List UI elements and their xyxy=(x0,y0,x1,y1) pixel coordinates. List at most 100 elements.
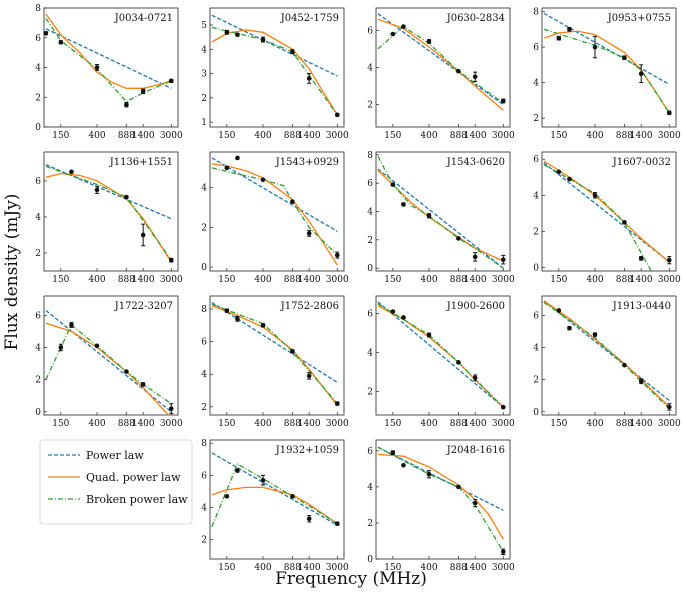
x-tick-label: 1400 xyxy=(132,275,155,285)
y-tick-label: 2 xyxy=(35,93,41,103)
x-tick-label: 150 xyxy=(52,275,69,285)
data-point xyxy=(401,315,406,320)
legend-label-power: Power law xyxy=(86,449,144,462)
y-tick-label: 6 xyxy=(201,338,207,348)
x-tick-label: 150 xyxy=(384,563,401,573)
x-tick-label: 3000 xyxy=(658,275,681,285)
panel-title: J1722-3207 xyxy=(114,301,173,312)
data-point xyxy=(306,516,312,522)
y-tick-label: 6 xyxy=(35,177,41,187)
x-tick-label: 888 xyxy=(616,131,633,141)
data-point xyxy=(235,155,240,161)
y-tick-label: 4 xyxy=(201,504,207,514)
curve-power xyxy=(45,28,172,89)
x-tick-label: 400 xyxy=(254,131,271,141)
data-point xyxy=(622,220,627,225)
data-point xyxy=(94,65,100,70)
model-curves xyxy=(211,452,338,528)
model-curves xyxy=(377,13,504,111)
panel-title: J1752-2806 xyxy=(280,301,339,312)
y-tick-label: 8 xyxy=(367,151,373,161)
y-tick-label: 6 xyxy=(533,155,539,165)
data-point xyxy=(638,71,644,77)
y-tick-label: 6 xyxy=(367,26,373,36)
x-tick-label: 150 xyxy=(384,131,401,141)
data-point xyxy=(666,404,672,410)
panel-title: J2048-1616 xyxy=(446,445,505,456)
x-tick-label: 1400 xyxy=(630,275,653,285)
curve-quad xyxy=(377,453,504,540)
data-point xyxy=(140,89,146,94)
x-tick-label: 3000 xyxy=(326,275,349,285)
data-point xyxy=(334,112,340,118)
x-tick-label: 150 xyxy=(52,419,69,429)
data-point xyxy=(334,401,340,406)
y-tick-label: 0 xyxy=(533,263,539,273)
legend-frame xyxy=(39,439,193,525)
data-point xyxy=(306,373,312,379)
y-tick-label: 4 xyxy=(533,343,539,353)
y-tick-label: 2 xyxy=(201,94,207,104)
data-point xyxy=(556,308,562,313)
legend-label-quad: Quad. power law xyxy=(86,471,181,484)
data-point xyxy=(567,176,572,182)
curve-power xyxy=(211,14,338,77)
data-point xyxy=(168,406,174,411)
x-tick-label: 1400 xyxy=(464,275,487,285)
x-tick-label: 400 xyxy=(88,419,105,429)
y-tick-label: 2 xyxy=(367,388,373,398)
data-point xyxy=(472,254,478,260)
y-tick-label: 2 xyxy=(35,249,41,259)
model-curves xyxy=(377,446,504,553)
curve-broken xyxy=(377,303,504,408)
data-point xyxy=(472,74,478,80)
y-tick-label: 8 xyxy=(533,8,539,18)
data-point xyxy=(94,343,100,349)
model-curves xyxy=(211,157,338,266)
data-point xyxy=(592,44,598,50)
curve-quad xyxy=(211,486,338,525)
x-tick-label: 888 xyxy=(616,275,633,285)
x-tick-label: 888 xyxy=(284,131,301,141)
y-tick-label: 0 xyxy=(35,123,41,133)
y-tick-label: 4 xyxy=(35,343,41,353)
data-point xyxy=(334,521,340,526)
model-curves xyxy=(45,309,172,415)
y-tick-label: 4 xyxy=(35,213,41,223)
data-point xyxy=(290,493,295,499)
data-point xyxy=(567,325,572,331)
panel-title: J1932+1059 xyxy=(275,445,339,456)
y-tick-label: 2 xyxy=(533,227,539,237)
x-tick-label: 3000 xyxy=(492,275,515,285)
curve-broken xyxy=(543,301,670,410)
data-point xyxy=(472,375,478,381)
curve-quad xyxy=(543,160,670,263)
y-tick-label: 2 xyxy=(367,101,373,111)
y-tick-label: 4 xyxy=(367,349,373,359)
panel-title: J0452-1759 xyxy=(280,13,339,24)
data-point xyxy=(390,182,396,187)
model-curves xyxy=(211,301,338,406)
data-point xyxy=(401,202,406,207)
data-point xyxy=(456,236,461,241)
curve-quad xyxy=(543,300,670,408)
data-point xyxy=(334,252,340,258)
y-tick-label: 6 xyxy=(35,34,41,44)
panel-title: J0630-2834 xyxy=(446,13,505,24)
curve-power xyxy=(211,157,338,232)
legend: Power law Quad. power law Broken power l… xyxy=(39,439,193,525)
curve-power xyxy=(377,168,504,269)
curve-broken xyxy=(45,165,172,261)
model-curves xyxy=(543,300,670,410)
curve-quad xyxy=(543,30,670,114)
curve-quad xyxy=(377,18,504,111)
x-tick-label: 400 xyxy=(88,275,105,285)
panel-title: J0034-0721 xyxy=(114,13,173,24)
data-point xyxy=(666,110,672,116)
curve-power xyxy=(45,164,172,220)
x-tick-label: 400 xyxy=(254,275,271,285)
